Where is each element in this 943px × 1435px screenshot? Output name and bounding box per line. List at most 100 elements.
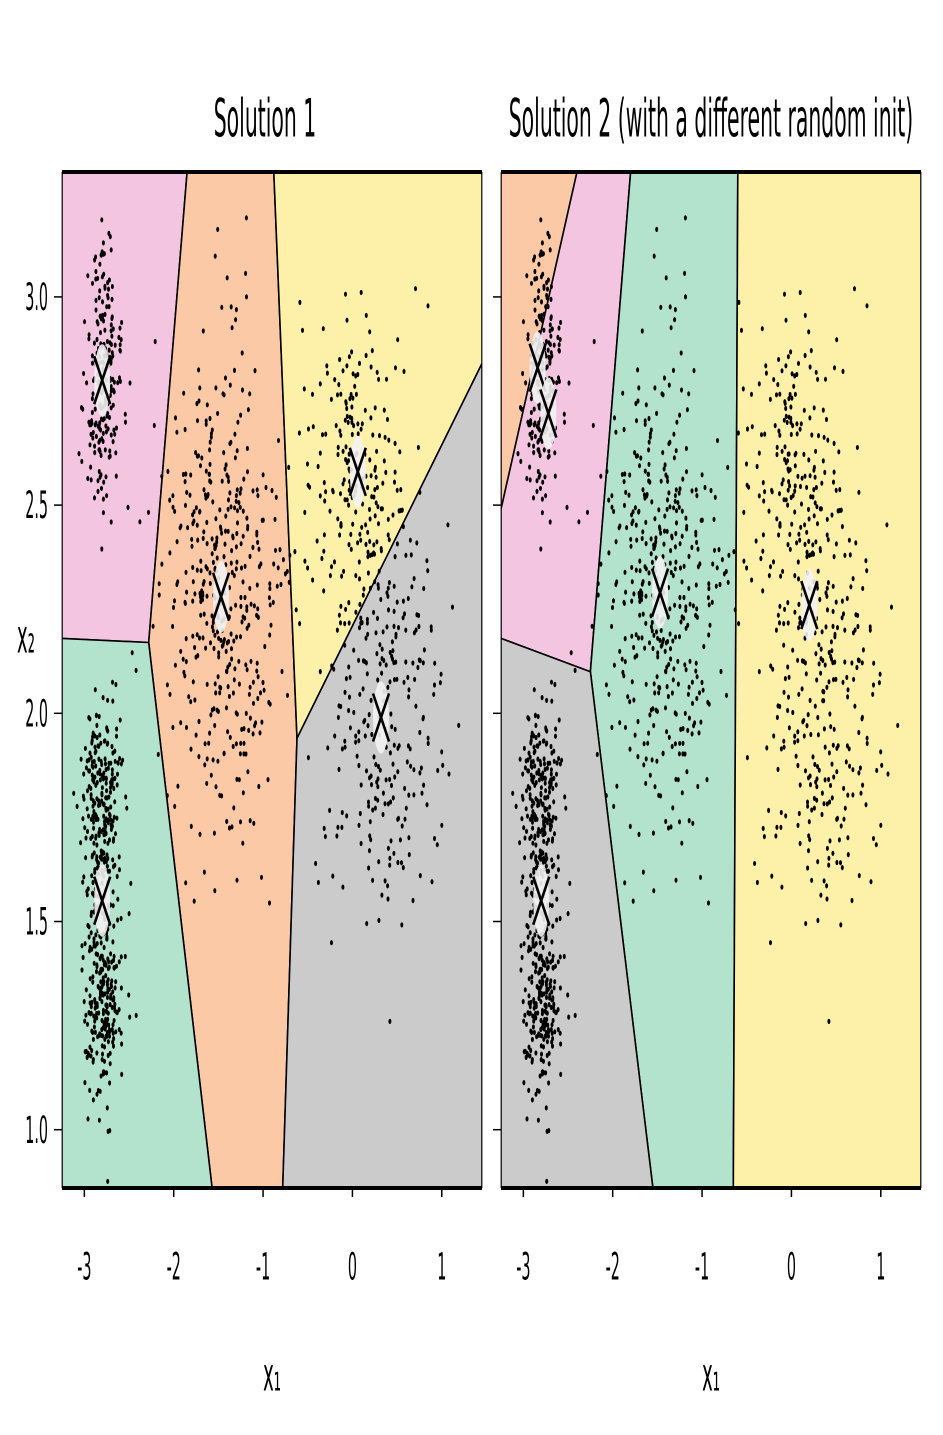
- centroid-cross: [539, 389, 558, 438]
- data-point: [644, 756, 648, 762]
- data-point: [521, 999, 525, 1005]
- data-point: [552, 799, 556, 805]
- data-point: [103, 311, 107, 317]
- data-point: [94, 307, 98, 313]
- data-point: [785, 419, 789, 425]
- data-point: [349, 531, 353, 538]
- data-point: [786, 487, 790, 493]
- data-point: [366, 484, 370, 491]
- data-point: [114, 450, 118, 456]
- data-point: [673, 493, 677, 499]
- data-point: [396, 769, 400, 775]
- data-point: [202, 487, 206, 493]
- data-point: [707, 701, 711, 707]
- data-point: [241, 533, 245, 539]
- data-point: [814, 448, 818, 454]
- data-point: [673, 566, 677, 572]
- data-point: [779, 573, 783, 579]
- data-point: [786, 354, 790, 360]
- data-point: [539, 798, 543, 804]
- data-point: [822, 698, 826, 704]
- data-point: [192, 518, 196, 524]
- data-point: [385, 376, 388, 382]
- data-point: [390, 639, 394, 645]
- data-point: [757, 493, 761, 499]
- data-point: [610, 493, 614, 499]
- data-point: [663, 375, 666, 381]
- data-point: [87, 419, 91, 425]
- data-point: [845, 743, 849, 749]
- data-point: [278, 547, 282, 553]
- x-tick-label: -2: [606, 1245, 620, 1289]
- data-point: [307, 426, 310, 432]
- data-point: [440, 822, 444, 828]
- data-point: [551, 785, 555, 792]
- data-point: [274, 494, 278, 500]
- data-point: [534, 969, 537, 975]
- data-point: [115, 873, 119, 880]
- data-point: [381, 790, 385, 796]
- data-point: [545, 1039, 549, 1045]
- data-point: [777, 428, 781, 434]
- data-point: [659, 478, 663, 484]
- data-point: [90, 1028, 94, 1034]
- data-point: [639, 588, 643, 594]
- data-point: [196, 653, 200, 659]
- data-point: [694, 668, 698, 674]
- data-point: [233, 431, 237, 437]
- data-point: [401, 598, 405, 604]
- data-point: [705, 777, 709, 783]
- data-point: [115, 963, 118, 969]
- data-point: [105, 1070, 109, 1076]
- data-point: [256, 539, 260, 546]
- panel-solution-2: Solution 2 (with a different random init…: [493, 89, 922, 1402]
- data-point: [538, 992, 541, 998]
- data-point: [91, 1057, 95, 1063]
- data-point: [388, 649, 392, 656]
- data-point: [673, 741, 677, 747]
- data-point: [403, 816, 407, 822]
- data-point: [830, 512, 834, 518]
- data-point: [417, 657, 421, 663]
- data-point: [395, 599, 399, 605]
- data-point: [637, 831, 641, 838]
- data-point: [223, 541, 227, 547]
- data-point: [528, 835, 532, 842]
- data-point: [218, 507, 222, 513]
- data-point: [406, 674, 410, 681]
- y-tick-label: 3.0: [25, 276, 48, 320]
- data-point: [675, 419, 679, 425]
- data-point: [846, 835, 850, 841]
- data-point: [643, 645, 647, 651]
- data-point: [364, 352, 368, 359]
- data-point: [767, 508, 771, 514]
- data-point: [553, 979, 557, 985]
- data-point: [792, 383, 796, 389]
- data-point: [114, 681, 118, 688]
- data-point: [171, 623, 175, 630]
- data-point: [550, 838, 554, 844]
- data-point: [547, 1080, 551, 1086]
- data-point: [340, 573, 344, 579]
- data-point: [209, 712, 213, 718]
- data-point: [101, 430, 105, 436]
- data-point: [104, 780, 108, 786]
- data-point: [378, 433, 381, 439]
- data-point: [591, 422, 595, 429]
- data-point: [786, 542, 790, 548]
- data-point: [736, 430, 740, 436]
- data-point: [118, 755, 122, 762]
- data-point: [534, 856, 538, 863]
- data-point: [211, 619, 215, 626]
- data-point: [810, 807, 814, 813]
- data-point: [210, 536, 214, 542]
- data-point: [780, 481, 784, 487]
- data-point: [685, 407, 689, 413]
- data-point: [802, 407, 806, 413]
- data-point: [539, 761, 543, 768]
- data-point: [105, 741, 109, 747]
- centroid: [800, 569, 819, 642]
- data-point: [850, 660, 854, 666]
- data-point: [267, 595, 271, 601]
- data-point: [674, 487, 678, 493]
